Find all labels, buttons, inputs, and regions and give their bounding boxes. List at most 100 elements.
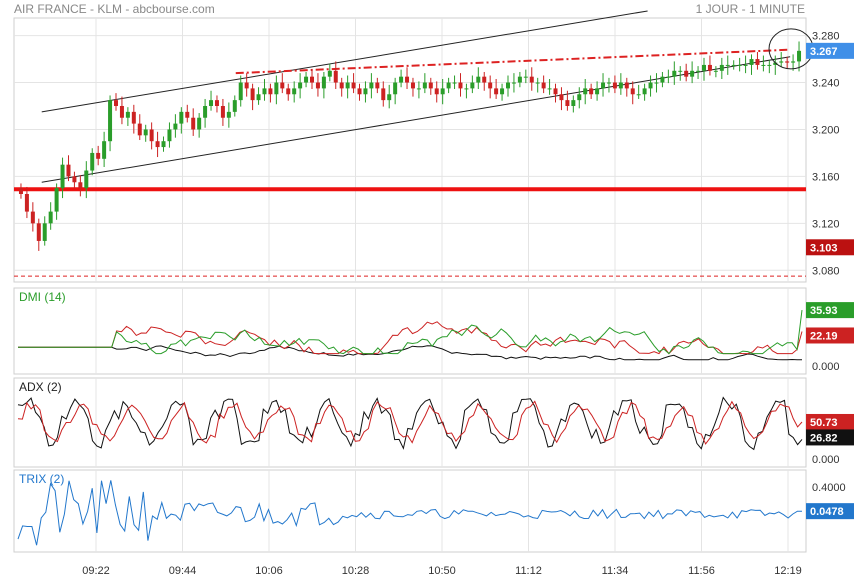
candle-body — [298, 82, 303, 89]
x-tick-label: 11:12 — [515, 565, 542, 577]
candle-body — [517, 76, 522, 83]
candle-body — [315, 82, 320, 89]
candle-body — [143, 129, 148, 136]
candle-body — [357, 88, 362, 95]
candle-body — [452, 82, 457, 84]
candle-body — [606, 82, 611, 84]
panel-frame-3 — [13, 469, 807, 553]
candle-body — [96, 152, 101, 159]
candle-body — [767, 64, 772, 66]
chart-period: 1 JOUR - 1 MINUTE — [695, 2, 805, 16]
trix-badge: 0.0478 — [810, 506, 844, 518]
candle-body — [559, 94, 564, 101]
x-tick-label: 10:28 — [342, 565, 370, 577]
candle-body — [666, 76, 671, 78]
candle-body — [428, 82, 433, 89]
candle-body — [42, 223, 47, 241]
y-tick-label: 3.160 — [812, 171, 840, 183]
candle-body — [642, 88, 647, 95]
candle-body — [345, 82, 350, 89]
candle-body — [149, 129, 154, 142]
candle-body — [595, 88, 600, 95]
y-tick-label: 3.080 — [812, 265, 840, 277]
candle-body — [18, 188, 23, 194]
candle-body — [583, 88, 588, 95]
candle-body — [494, 88, 499, 95]
x-tick-label: 12:19 — [774, 565, 802, 577]
candle-body — [713, 70, 718, 72]
adx-red-line — [17, 400, 803, 445]
candle-body — [612, 82, 617, 89]
candle-body — [648, 82, 653, 89]
chart-title: AIR FRANCE - KLM - abcbourse.com — [14, 2, 215, 16]
candle-body — [399, 76, 404, 83]
candle-body — [250, 88, 255, 101]
candle-body — [470, 82, 475, 89]
candle-body — [220, 106, 225, 118]
candle-body — [333, 70, 338, 83]
dmi-minus-badge-bg — [806, 327, 854, 344]
candle-body — [48, 211, 53, 224]
x-tick-label: 09:22 — [82, 565, 110, 577]
adx-black-badge: 26.82 — [810, 432, 838, 444]
candle-body — [601, 82, 606, 89]
candle-body — [696, 70, 701, 72]
candle-body — [214, 100, 219, 106]
candle-body — [797, 50, 802, 62]
dmi-plus-badge: 35.93 — [810, 305, 838, 317]
candle-body — [286, 88, 291, 95]
candle-body — [707, 64, 712, 71]
candle-body — [446, 82, 451, 89]
candle-body — [624, 82, 629, 89]
candle-body — [678, 70, 683, 72]
candle-body — [535, 82, 540, 84]
candle-body — [416, 88, 421, 90]
adx-y-tick-label: 0.000 — [812, 454, 840, 466]
candle-body — [66, 164, 71, 177]
candle-body — [410, 82, 415, 89]
candle-body — [500, 88, 505, 95]
candle-body — [292, 88, 297, 95]
low-price-badge-bg — [806, 239, 854, 256]
candle-body — [660, 76, 665, 83]
candle-body — [262, 88, 267, 95]
candle-body — [553, 88, 558, 95]
candle-body — [179, 111, 184, 124]
dmi-y-tick-label: 0.000 — [812, 361, 840, 373]
candle-body — [274, 82, 279, 95]
candle-body — [173, 123, 178, 130]
candle-body — [577, 94, 582, 101]
last-price-badge-bg — [806, 42, 854, 59]
candle-body — [381, 88, 386, 101]
candle-body — [84, 170, 89, 189]
candle-body — [256, 94, 261, 101]
adx-panel-label: ADX (2) — [19, 380, 62, 394]
candle-body — [375, 82, 380, 89]
resistance-line — [235, 48, 791, 75]
trix-badge-bg — [806, 503, 854, 520]
candle-body — [773, 62, 778, 65]
candle-body — [232, 100, 237, 112]
candle-body — [636, 94, 641, 96]
candle-body — [119, 106, 124, 118]
y-tick-label: 3.200 — [812, 124, 840, 136]
candle-body — [464, 88, 469, 90]
trix-y-tick-label: 0.4000 — [812, 482, 846, 494]
dmi-plus-badge-bg — [806, 302, 854, 319]
candle-body — [244, 82, 249, 89]
candle-body — [369, 82, 374, 89]
channel-lower-line — [41, 56, 791, 183]
candle-body — [167, 129, 172, 142]
candle-body — [72, 176, 77, 183]
candle-body — [108, 100, 113, 142]
candle-body — [310, 76, 314, 83]
candle-body — [393, 82, 398, 95]
candle-body — [476, 76, 481, 83]
adx-black-line — [17, 396, 803, 451]
candle-body — [363, 88, 368, 95]
candle-body — [488, 82, 493, 89]
candle-body — [630, 88, 635, 95]
candle-body — [209, 100, 214, 106]
y-tick-label: 3.120 — [812, 218, 840, 230]
y-tick-label: 3.280 — [812, 31, 840, 43]
